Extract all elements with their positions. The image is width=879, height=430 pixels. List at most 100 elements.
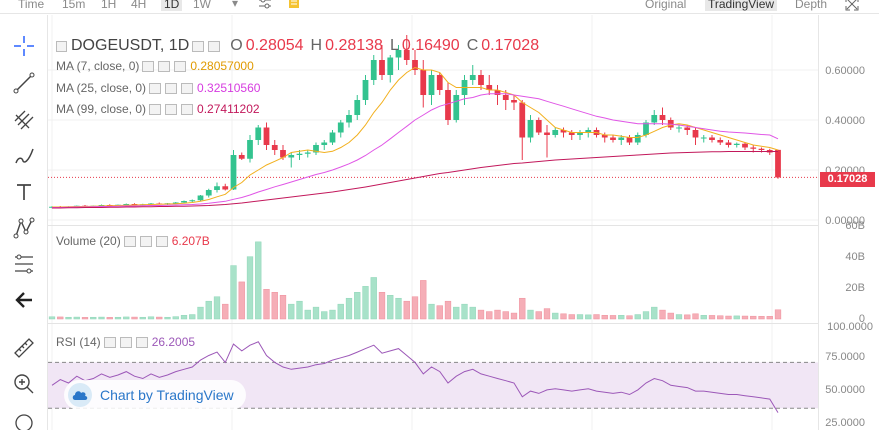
candle-body: [453, 95, 460, 120]
volume-label: Volume (20): [56, 234, 121, 248]
ma99-eye-icon[interactable]: [149, 103, 162, 115]
volume-bar: [444, 300, 452, 320]
pane-separator[interactable]: [48, 323, 879, 324]
legend-settings-icon[interactable]: [208, 40, 221, 52]
volume-bar: [106, 317, 113, 320]
volume-close-icon[interactable]: [155, 235, 168, 247]
view-tradingview[interactable]: TradingView: [705, 0, 778, 11]
low-label: L: [389, 37, 399, 54]
more-intervals-icon[interactable]: ▾: [232, 0, 239, 10]
back-arrow-icon[interactable]: [9, 287, 39, 313]
legend-eye-icon[interactable]: [192, 40, 205, 52]
volume-bar: [98, 316, 105, 320]
ma99-settings-icon[interactable]: [165, 103, 178, 115]
ma7-legend[interactable]: MA (7, close, 0) 0.28057000: [56, 59, 254, 73]
interval-time[interactable]: Time: [18, 0, 45, 11]
view-depth[interactable]: Depth: [795, 0, 828, 11]
candle-body: [486, 85, 493, 90]
collapse-legend-icon[interactable]: [56, 40, 67, 52]
volume-bar: [436, 305, 443, 320]
volume-eye-icon[interactable]: [123, 235, 136, 247]
candle-body: [775, 149, 781, 178]
ma25-settings-icon[interactable]: [165, 82, 178, 94]
text-icon[interactable]: [9, 179, 39, 205]
ma7-value: 0.28057000: [190, 59, 254, 73]
candle-body: [626, 137, 633, 143]
rsi-close-icon[interactable]: [135, 336, 148, 348]
candle-body: [189, 200, 196, 202]
price-axis[interactable]: 0.60000 0.40000 0.20000 0.00000 60B 40B …: [818, 15, 879, 430]
interval-15m[interactable]: 15m: [62, 0, 86, 11]
close-value: 0.17028: [481, 37, 540, 54]
volume-bar: [568, 314, 575, 320]
rsi-tick: 25.0000: [825, 417, 865, 429]
interval-1d[interactable]: 1D: [161, 0, 183, 11]
volume-bar: [634, 314, 641, 320]
candle-body: [271, 145, 278, 150]
ma7-settings-icon[interactable]: [158, 60, 171, 72]
interval-toolbar: Time 15m 1H 4H 1D 1W ▾ Original TradingV…: [0, 0, 879, 14]
rsi-legend[interactable]: RSI (14) 26.2005: [56, 335, 195, 349]
crosshair-icon[interactable]: [9, 33, 39, 59]
interval-1h[interactable]: 1H: [101, 0, 117, 11]
volume-bar: [519, 297, 526, 320]
tradingview-badge[interactable]: Chart by TradingView: [64, 380, 246, 410]
interval-1w[interactable]: 1W: [193, 0, 211, 11]
volume-bar: [535, 311, 542, 320]
candle-body: [346, 115, 352, 123]
last-price-tag: 0.17028: [820, 172, 875, 187]
volume-bar: [700, 315, 707, 320]
rsi-label: RSI (14): [56, 335, 101, 349]
ma99-close-icon[interactable]: [181, 103, 194, 115]
trendline-icon[interactable]: [9, 70, 39, 96]
volume-bar: [164, 316, 171, 320]
candle-body: [354, 100, 361, 115]
zoom-in-icon[interactable]: [9, 371, 39, 397]
pattern-icon[interactable]: [9, 215, 39, 241]
ma99-legend[interactable]: MA (99, close, 0) 0.27411202: [56, 102, 260, 116]
volume-bar: [543, 308, 551, 320]
volume-bar: [312, 306, 320, 320]
rsi-eye-icon[interactable]: [103, 336, 116, 348]
pane-separator[interactable]: [48, 225, 879, 226]
price-tick: 0.00000: [825, 215, 865, 227]
view-original[interactable]: Original: [645, 0, 687, 11]
volume-tick: 40B: [845, 251, 865, 263]
volume-settings-icon[interactable]: [139, 235, 152, 247]
volume-bar: [230, 265, 237, 320]
volume-bar: [139, 316, 146, 320]
rsi-settings-icon[interactable]: [119, 336, 132, 348]
candle-body: [172, 202, 179, 204]
brush-icon[interactable]: [9, 143, 39, 169]
volume-bar: [626, 315, 633, 320]
ma25-legend[interactable]: MA (25, close, 0) 0.32510560: [56, 81, 260, 95]
ma25-line: [52, 93, 779, 208]
ma25-close-icon[interactable]: [181, 82, 194, 94]
indicators-icon[interactable]: [288, 0, 300, 12]
volume-bar: [57, 316, 64, 320]
volume-legend[interactable]: Volume (20) 6.207B: [56, 234, 210, 248]
fullscreen-icon[interactable]: [845, 0, 859, 14]
candle-body: [568, 132, 575, 135]
ma7-close-icon[interactable]: [174, 60, 187, 72]
volume-bar: [321, 311, 328, 320]
fib-icon[interactable]: [9, 251, 39, 277]
volume-bar: [486, 311, 493, 320]
settings-sliders-icon[interactable]: [258, 0, 272, 12]
volume-bar: [81, 317, 89, 320]
ma7-eye-icon[interactable]: [142, 60, 155, 72]
candle-body: [362, 80, 369, 100]
price-tick: 0.60000: [825, 65, 865, 77]
interval-4h[interactable]: 4H: [131, 0, 147, 11]
pitchfork-icon[interactable]: [9, 107, 39, 133]
volume-bar: [263, 289, 270, 320]
price-tick: 0.40000: [825, 115, 865, 127]
ruler-icon[interactable]: [9, 335, 39, 361]
candle-body: [659, 115, 666, 120]
ma25-eye-icon[interactable]: [149, 82, 162, 94]
open-label: O: [230, 37, 243, 54]
magnet-icon[interactable]: [9, 407, 39, 430]
candle-body: [181, 201, 187, 203]
volume-bar: [378, 292, 386, 320]
